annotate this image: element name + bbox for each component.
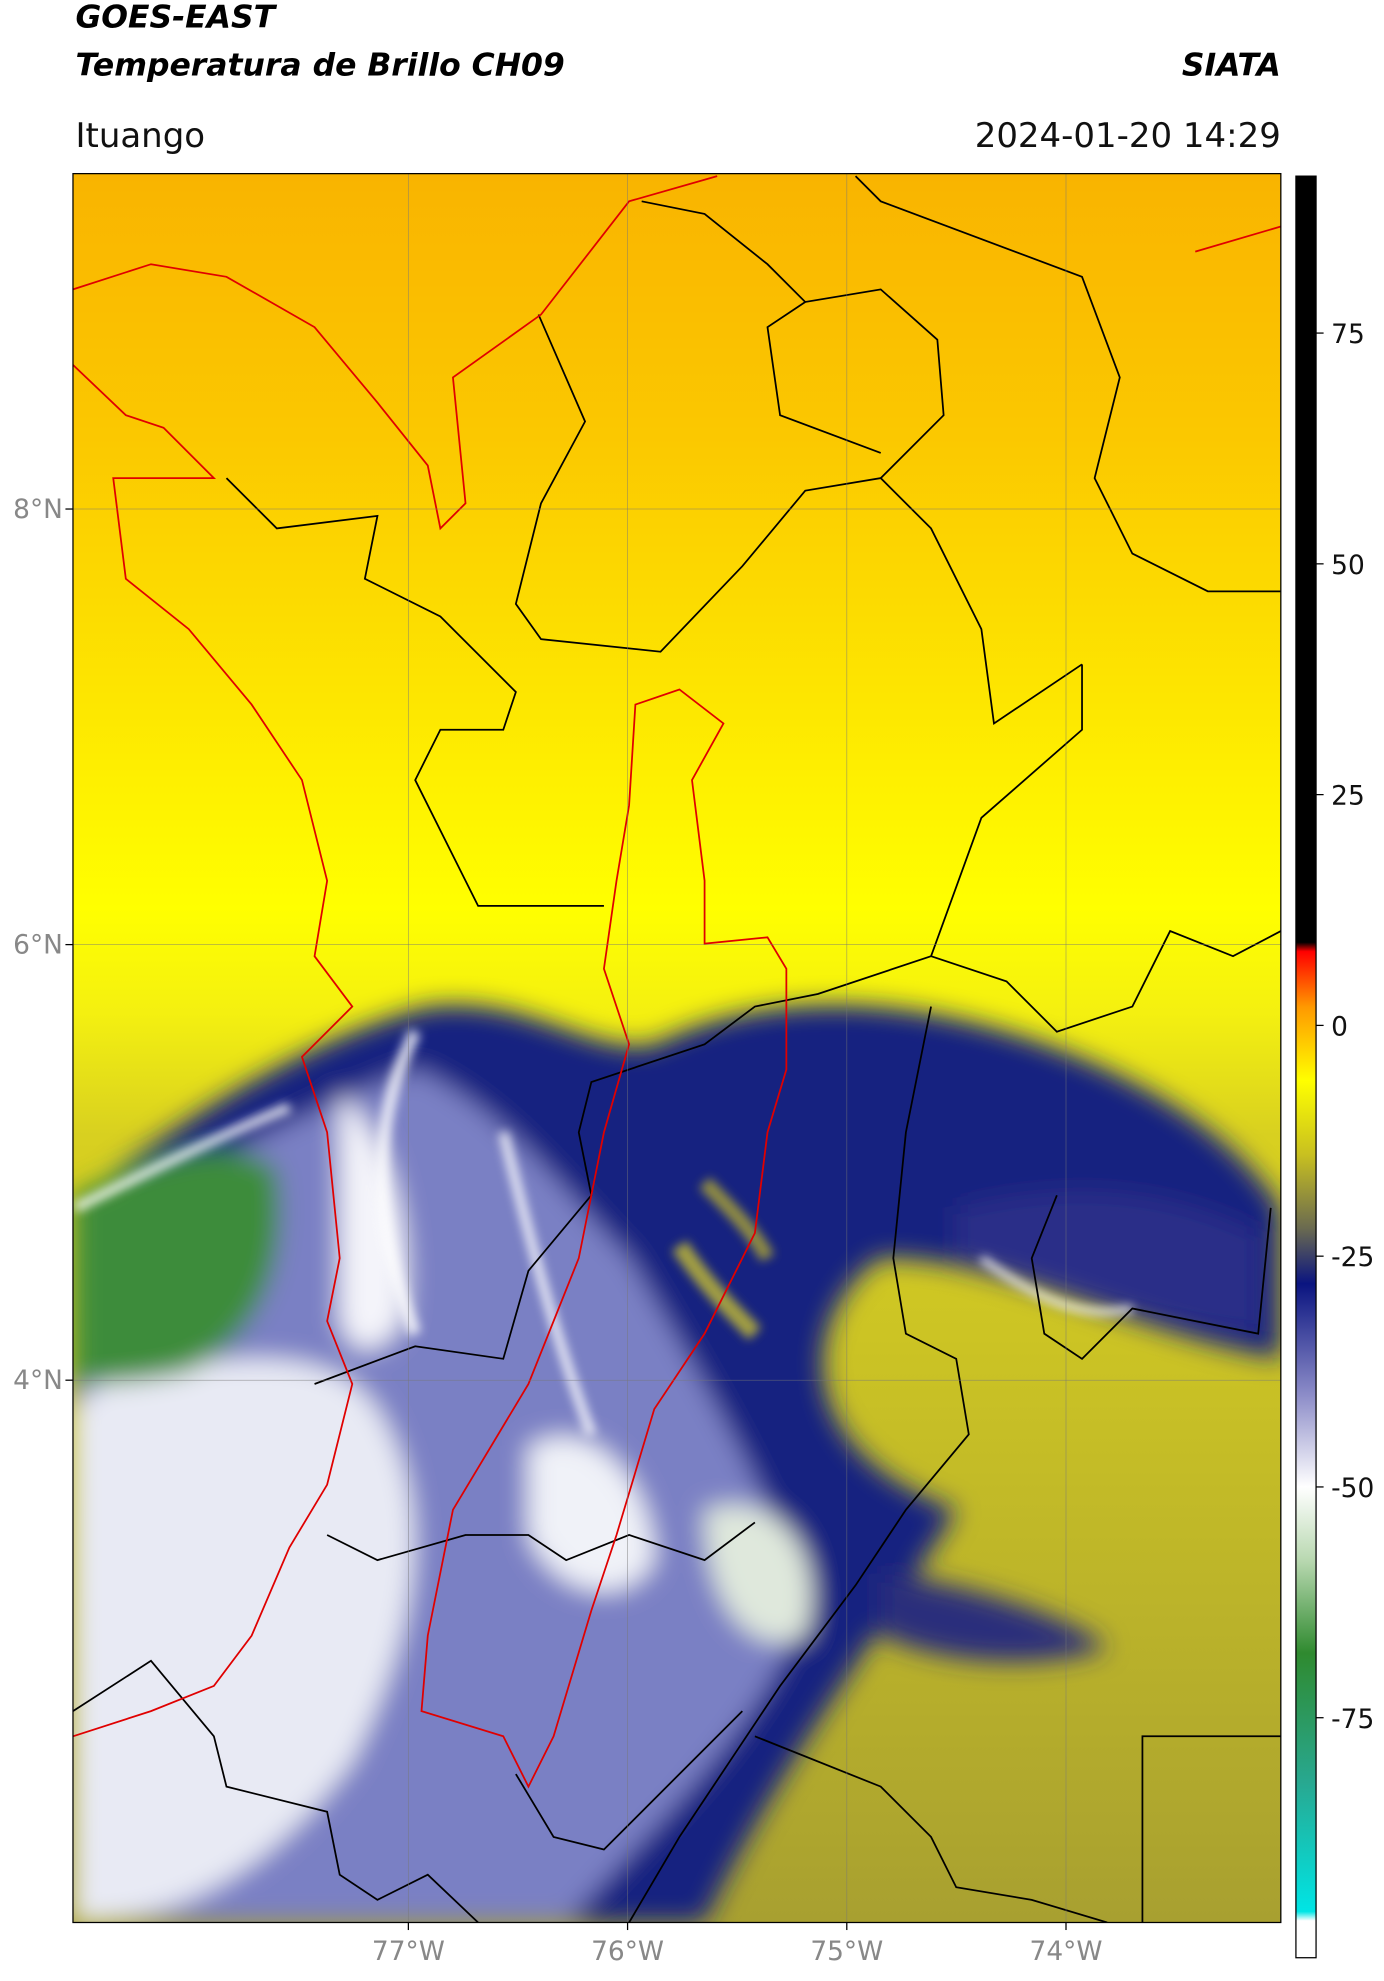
colorbar-tick-label: -75 [1331, 1704, 1374, 1735]
lat-tick-label: 8°N [13, 494, 63, 525]
colorbar-tick-label: -50 [1331, 1473, 1374, 1504]
lon-tick-label: 74°W [1030, 1936, 1103, 1967]
lat-tick-label: 4°N [13, 1365, 63, 1396]
coastline-and-basin [72, 175, 1281, 1789]
admin-borders [72, 175, 1281, 1923]
brand: SIATA [1182, 47, 1281, 83]
colorbar-tick-label: 50 [1331, 550, 1365, 581]
lon-tick-label: 76°W [591, 1936, 664, 1967]
cloud-field [72, 1004, 1281, 1923]
colorbar-tick-label: 0 [1331, 1011, 1348, 1042]
gridlines [72, 173, 1281, 1923]
lat-tick-label: 6°N [13, 929, 63, 960]
colorbar-tick-label: -25 [1331, 1242, 1374, 1273]
region: Ituango [75, 116, 205, 156]
title-line2: Temperatura de Brillo CH09 [75, 47, 564, 83]
satellite-image [72, 173, 1281, 1923]
cloud-detail [73, 1028, 1134, 1437]
lon-tick-label: 75°W [810, 1936, 883, 1967]
datetime: 2024-01-20 14:29 [975, 116, 1281, 156]
map-frame [72, 172, 1282, 1924]
colorbar-tick-label: 75 [1331, 319, 1365, 350]
lon-tick-label: 77°W [372, 1936, 445, 1967]
colorbar-tick-label: 25 [1331, 781, 1365, 812]
title-line1: GOES-EAST [75, 0, 277, 36]
colorbar [1295, 175, 1317, 1959]
